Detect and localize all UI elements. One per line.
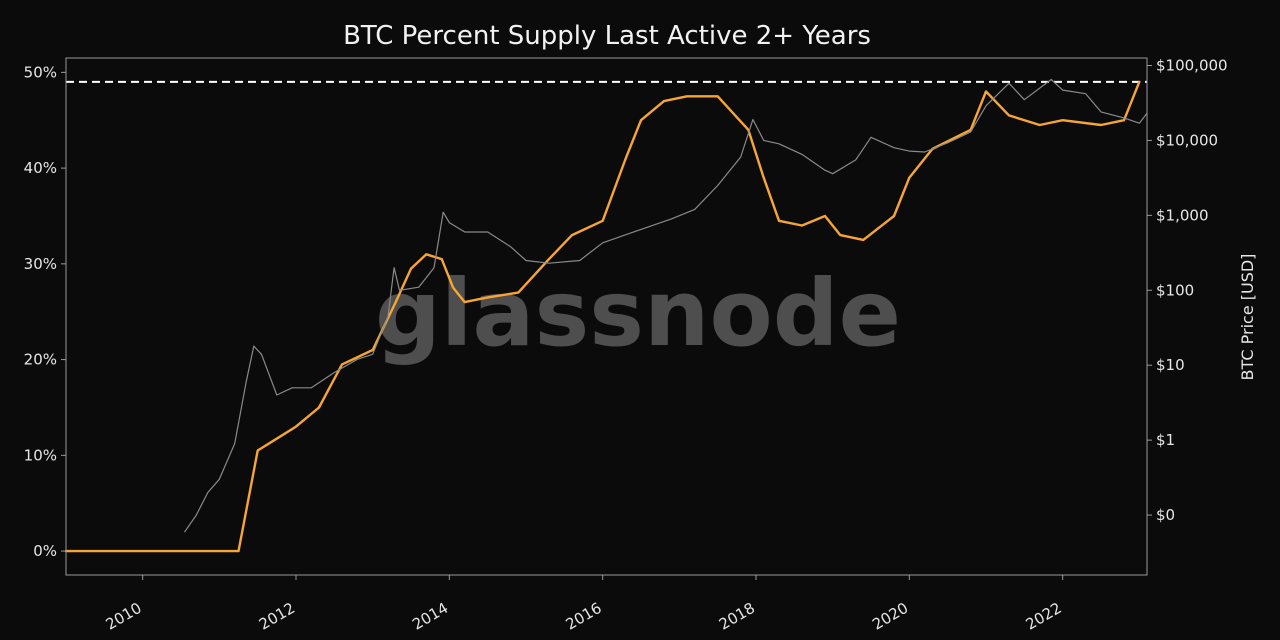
left-tick-label: 0% [33,542,57,560]
plot-area [64,78,1148,553]
right-tick-label: $0 [1156,506,1175,524]
left-tick-label: 50% [24,63,57,81]
left-tick-label: 20% [24,351,57,369]
watermark: glassnode [375,260,901,367]
supply-percent-line [64,80,1141,553]
left-tick-label: 10% [24,446,57,464]
right-axis-label: BTC Price [USD] [1238,254,1257,381]
right-axis: $0 $1 $10 $100 $1,000 $10,000 $100,000 [1147,56,1228,524]
left-tick-label: 40% [24,159,57,177]
plot-frame [65,57,1148,576]
right-tick-label: $1 [1156,431,1175,449]
left-axis: 0% 10% 20% 30% 40% 50% [24,63,66,560]
right-tick-label: $10 [1156,356,1185,374]
right-tick-label: $10,000 [1156,131,1218,149]
left-tick-label: 30% [24,255,57,273]
right-tick-label: $100,000 [1156,56,1228,74]
right-tick-label: $1,000 [1156,206,1209,224]
chart-title: BTC Percent Supply Last Active 2+ Years [343,21,871,51]
btc-price-line [184,78,1148,533]
right-tick-label: $100 [1156,281,1194,299]
